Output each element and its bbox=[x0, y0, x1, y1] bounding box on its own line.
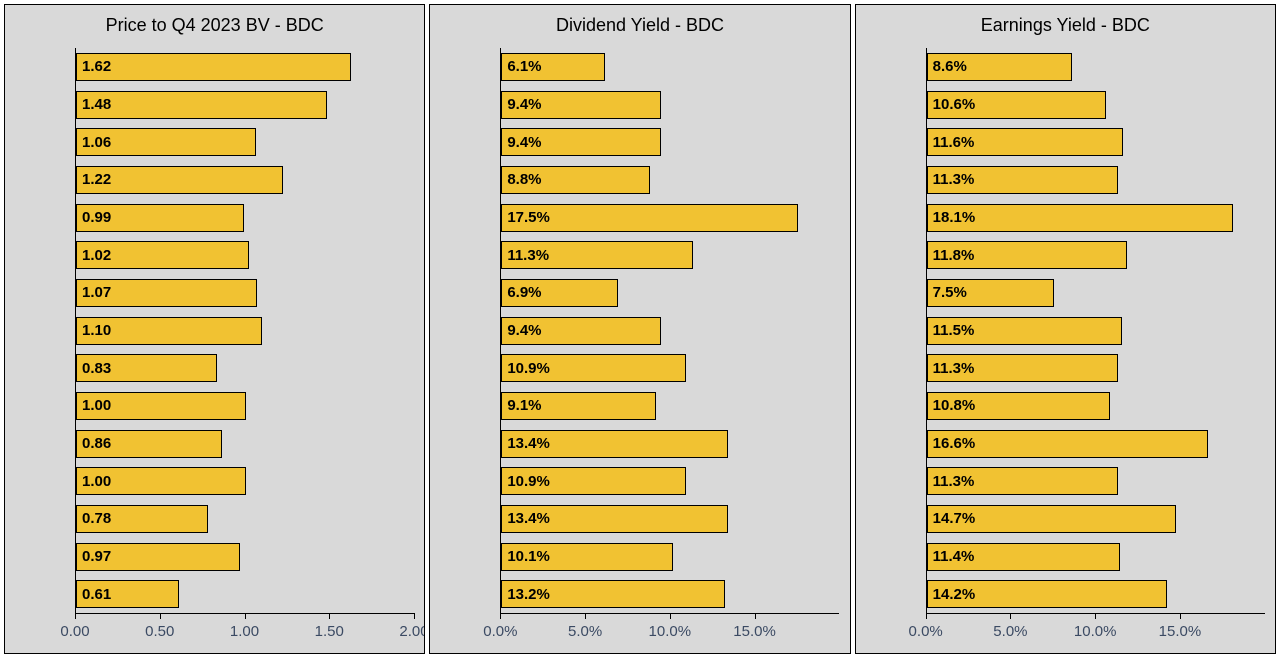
bar-value-label: 11.8% bbox=[933, 247, 975, 264]
x-tick-label: 0.50 bbox=[145, 623, 174, 640]
bar-value-label: 1.10 bbox=[82, 322, 111, 339]
bar-value-label: 0.83 bbox=[82, 360, 111, 377]
bar-value-label: 10.9% bbox=[507, 360, 550, 377]
bar-value-label: 11.3% bbox=[933, 171, 975, 188]
bar-value-label: 0.61 bbox=[82, 586, 111, 603]
bar-value-label: 16.6% bbox=[933, 435, 976, 452]
bar-value-label: 11.5% bbox=[933, 322, 975, 339]
bar-value-label: 6.9% bbox=[507, 284, 541, 301]
bar-value-label: 1.62 bbox=[82, 58, 111, 75]
bar-value-label: 9.4% bbox=[507, 322, 541, 339]
x-tick-label: 0.0% bbox=[483, 623, 517, 640]
bar-value-label: 11.6% bbox=[933, 134, 975, 151]
x-tick-label: 0.0% bbox=[909, 623, 943, 640]
bar-value-label: 11.3% bbox=[933, 473, 975, 490]
bar-value-label: 11.4% bbox=[933, 548, 975, 565]
bar-value-label: 1.00 bbox=[82, 473, 111, 490]
bar-value-label: 10.9% bbox=[507, 473, 550, 490]
bar-value-label: 8.6% bbox=[933, 58, 967, 75]
panel-title: Price to Q4 2023 BV - BDC bbox=[5, 5, 424, 42]
bar-value-label: 8.8% bbox=[507, 171, 541, 188]
bar-value-label: 13.4% bbox=[507, 510, 550, 527]
chart-area: 8.6% 10.6% 11.6% 11.3% 18.1% 11.8% 7.5% 11.5% 11… bbox=[856, 42, 1275, 653]
x-tick-label: 15.0% bbox=[1159, 623, 1202, 640]
panel-title: Earnings Yield - BDC bbox=[856, 5, 1275, 42]
bar-value-label: 0.78 bbox=[82, 510, 111, 527]
bar-value-label: 17.5% bbox=[507, 209, 550, 226]
bar-value-label: 10.8% bbox=[933, 397, 976, 414]
bar-value-label: 13.2% bbox=[507, 586, 550, 603]
bar-value-label: 1.06 bbox=[82, 134, 111, 151]
bar-value-label: 1.00 bbox=[82, 397, 111, 414]
x-tick-label: 5.0% bbox=[993, 623, 1027, 640]
bar-value-label: 14.7% bbox=[933, 510, 976, 527]
bar bbox=[76, 53, 351, 81]
x-tick-label: 5.0% bbox=[568, 623, 602, 640]
bar bbox=[76, 91, 327, 119]
bar-value-label: 11.3% bbox=[933, 360, 975, 377]
bar-value-label: 1.02 bbox=[82, 247, 111, 264]
bar-value-label: 1.22 bbox=[82, 171, 111, 188]
bar-value-label: 18.1% bbox=[933, 209, 976, 226]
chart-area: 1.62 1.48 1.06 1.22 0.99 1.02 1.07 1.10 0.83 1.00… bbox=[5, 42, 424, 653]
bar-value-label: 9.4% bbox=[507, 96, 541, 113]
x-tick-label: 1.00 bbox=[230, 623, 259, 640]
bar-value-label: 13.4% bbox=[507, 435, 550, 452]
bar-value-label: 1.48 bbox=[82, 96, 111, 113]
bar-value-label: 10.1% bbox=[507, 548, 550, 565]
chart-grid: Price to Q4 2023 BV - BDC 1.62 1.48 1.06 1.2… bbox=[0, 0, 1280, 658]
x-tick-label: 10.0% bbox=[1074, 623, 1117, 640]
bar-value-label: 1.07 bbox=[82, 284, 111, 301]
panel-title: Dividend Yield - BDC bbox=[430, 5, 849, 42]
bar-value-label: 9.4% bbox=[507, 134, 541, 151]
bar-value-label: 11.3% bbox=[507, 247, 549, 264]
chart-panel: Price to Q4 2023 BV - BDC 1.62 1.48 1.06 1.2… bbox=[4, 4, 425, 654]
chart-panel: Dividend Yield - BDC 6.1% 9.4% 9.4% 8.8% 17.5… bbox=[429, 4, 850, 654]
x-tick-label: 0.00 bbox=[60, 623, 89, 640]
chart-area: 6.1% 9.4% 9.4% 8.8% 17.5% 11.3% 6.9% 9.4% 10.9% 9… bbox=[430, 42, 849, 653]
panels-container: Price to Q4 2023 BV - BDC 1.62 1.48 1.06 1.2… bbox=[4, 4, 1276, 654]
bar-value-label: 0.97 bbox=[82, 548, 111, 565]
bar-value-label: 0.99 bbox=[82, 209, 111, 226]
bar-value-label: 10.6% bbox=[933, 96, 976, 113]
x-tick-label: 1.50 bbox=[315, 623, 344, 640]
x-tick-label: 15.0% bbox=[733, 623, 776, 640]
x-tick-label: 2.00 bbox=[399, 623, 424, 640]
bar-value-label: 6.1% bbox=[507, 58, 541, 75]
x-tick-label: 10.0% bbox=[649, 623, 692, 640]
bar-value-label: 9.1% bbox=[507, 397, 541, 414]
bar-value-label: 7.5% bbox=[933, 284, 967, 301]
bar-value-label: 0.86 bbox=[82, 435, 111, 452]
chart-panel: Earnings Yield - BDC 8.6% 10.6% 11.6% 11.3% 1… bbox=[855, 4, 1276, 654]
bar-value-label: 14.2% bbox=[933, 586, 976, 603]
